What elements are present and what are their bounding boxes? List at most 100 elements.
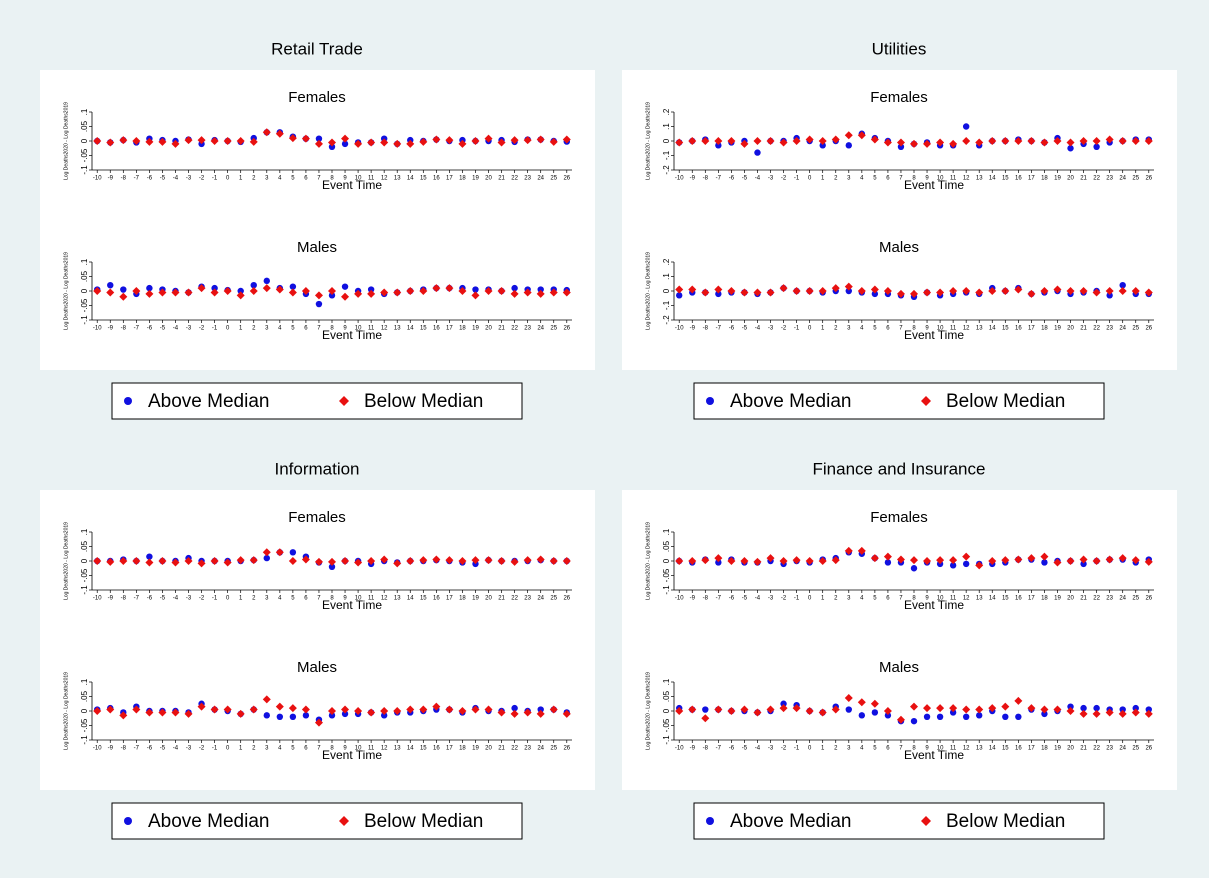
x-tick-label: 0: [226, 746, 230, 752]
x-tick-label: 26: [1145, 746, 1152, 752]
point: [936, 138, 945, 147]
point: [1066, 287, 1075, 295]
point: [1079, 555, 1088, 564]
point: [511, 704, 518, 712]
point: [484, 705, 493, 714]
point: [727, 707, 736, 715]
x-tick-label: 20: [485, 326, 492, 332]
point: [275, 548, 284, 557]
point: [328, 563, 336, 570]
x-tick-label: 13: [394, 176, 401, 182]
point: [715, 142, 722, 149]
point: [1040, 138, 1049, 147]
x-tick-label: 17: [1028, 326, 1035, 332]
y-tick-label: -.05: [80, 298, 89, 312]
x-tick-label: -8: [121, 746, 127, 752]
point: [432, 702, 441, 711]
x-tick-label: 12: [963, 176, 970, 182]
subplot-title: Females: [870, 509, 928, 526]
x-tick-label: -1: [212, 596, 218, 602]
point: [1027, 704, 1036, 713]
point: [1014, 555, 1023, 564]
x-axis-label: Event Time: [322, 598, 382, 612]
x-tick-label: 18: [459, 326, 466, 332]
x-tick-label: 19: [472, 326, 479, 332]
point: [341, 140, 349, 148]
y-axis-label: Log Deaths2020 - Log Deaths2019: [63, 252, 69, 330]
point: [962, 287, 971, 295]
x-tick-label: 6: [304, 326, 308, 332]
x-tick-label: 8: [330, 596, 334, 602]
point: [197, 284, 206, 293]
point: [171, 288, 180, 297]
point: [250, 282, 257, 289]
point: [275, 129, 284, 138]
x-axis-label: Event Time: [904, 748, 964, 762]
point: [857, 287, 866, 295]
x-tick-label: 16: [433, 176, 440, 182]
x-axis-label: Event Time: [904, 328, 964, 342]
point: [753, 557, 762, 566]
point: [380, 138, 389, 147]
point: [883, 138, 892, 147]
x-tick-label: -9: [690, 326, 696, 332]
panel-title: Utilities: [872, 39, 927, 58]
point: [223, 705, 232, 714]
x-tick-label: 1: [821, 176, 825, 182]
point: [1014, 137, 1023, 145]
point: [236, 556, 245, 565]
x-tick-label: 0: [808, 746, 812, 752]
point: [753, 708, 762, 717]
point: [406, 139, 415, 148]
point: [701, 137, 710, 145]
point: [675, 557, 684, 565]
x-tick-label: 12: [963, 326, 970, 332]
y-tick-label: .2: [662, 258, 671, 265]
x-tick-label: 22: [511, 596, 518, 602]
point: [1015, 713, 1022, 720]
x-tick-label: -1: [794, 176, 800, 182]
x-tick-label: 10: [937, 596, 944, 602]
x-tick-label: -3: [768, 176, 774, 182]
point: [1131, 556, 1140, 565]
point: [1066, 707, 1075, 715]
point: [1105, 135, 1114, 144]
x-tick-label: 2: [252, 176, 256, 182]
point: [766, 705, 775, 714]
point: [1119, 282, 1126, 289]
point: [701, 556, 710, 565]
point: [975, 705, 984, 714]
point: [445, 284, 454, 293]
point: [458, 707, 467, 715]
legend-box: [693, 802, 1105, 840]
x-tick-label: 19: [472, 176, 479, 182]
point: [197, 702, 206, 711]
subplot-title: Females: [288, 89, 346, 106]
point: [779, 138, 788, 147]
point: [106, 138, 115, 147]
x-tick-label: 22: [1093, 596, 1100, 602]
y-tick-label: -.05: [662, 568, 671, 582]
point: [870, 699, 879, 708]
point: [870, 285, 879, 294]
x-tick-label: 24: [537, 176, 544, 182]
point: [910, 289, 918, 298]
point: [484, 556, 493, 565]
point: [184, 709, 193, 718]
legend-marker: [706, 397, 714, 405]
point: [262, 695, 271, 704]
x-tick-label: 0: [808, 326, 812, 332]
x-tick-label: 11: [368, 746, 375, 752]
x-tick-label: -9: [108, 176, 114, 182]
point: [701, 714, 710, 723]
point: [845, 142, 852, 149]
point: [354, 558, 363, 567]
x-tick-label: 5: [291, 326, 295, 332]
x-tick-label: 11: [950, 326, 957, 332]
x-tick-label: 6: [304, 176, 308, 182]
x-tick-label: -9: [690, 596, 696, 602]
x-tick-label: 20: [485, 176, 492, 182]
x-tick-label: 0: [808, 596, 812, 602]
x-tick-label: -6: [147, 596, 153, 602]
x-tick-label: -8: [703, 326, 709, 332]
